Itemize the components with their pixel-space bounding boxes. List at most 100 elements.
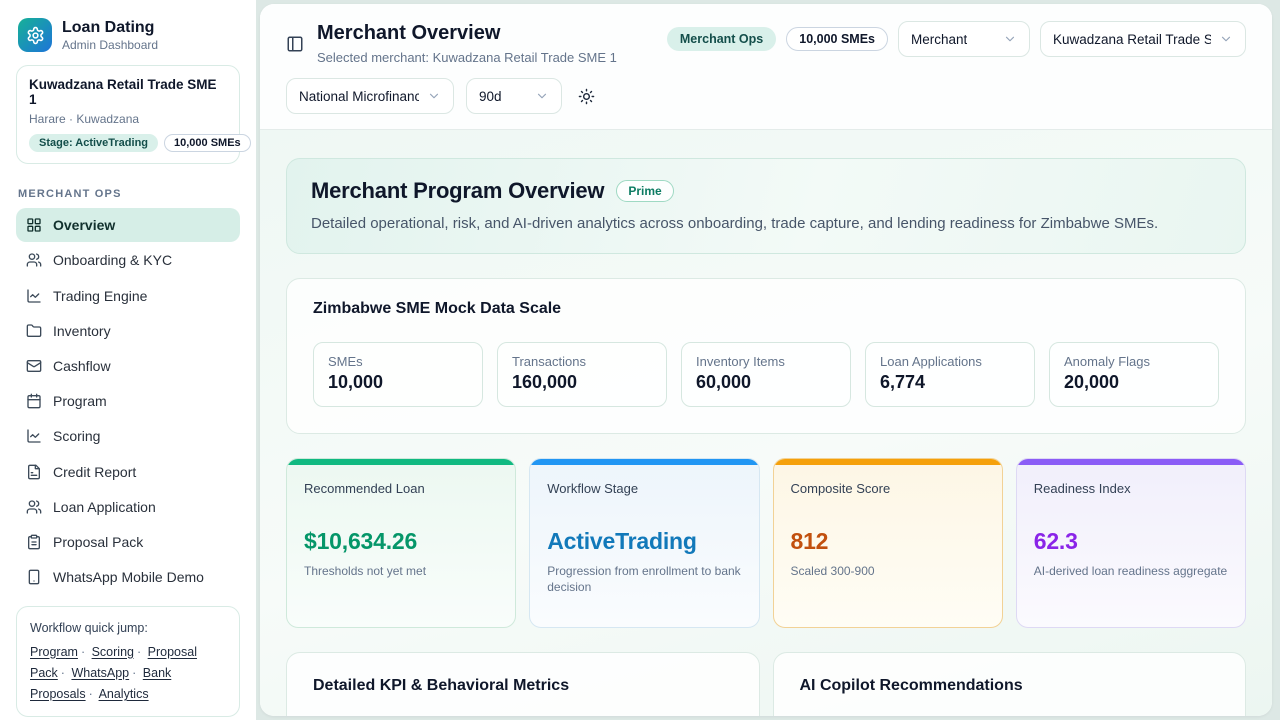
users-icon — [26, 499, 42, 515]
merchant-name: Kuwadzana Retail Trade SME 1 — [29, 77, 217, 108]
stat-anomaly-flags: Anomaly Flags 20,000 — [1049, 342, 1219, 407]
sidebar-item-label: Loan Application — [53, 498, 156, 515]
chevron-down-icon — [1219, 32, 1233, 46]
panel-left-icon[interactable] — [286, 21, 304, 65]
kpi-card-workflow-stage: Workflow Stage ActiveTrading Progression… — [529, 458, 760, 628]
page-subtitle: Selected merchant: Kuwadzana Retail Trad… — [317, 50, 617, 65]
kpi-value: 62.3 — [1033, 528, 1078, 554]
merchant-location: Harare · Kuwadzana — [29, 112, 140, 127]
separator: · — [60, 665, 65, 680]
stat-transactions: Transactions 160,000 — [497, 342, 667, 407]
sidebar-item-program[interactable]: Program — [16, 384, 240, 418]
brand-subtitle: Admin Dashboard — [62, 38, 159, 53]
bank-select-value: National Microfinance — [299, 88, 419, 104]
quick-jump-label: Workflow quick jump: — [30, 621, 148, 636]
chart-line-icon — [26, 428, 42, 444]
kpi-row: Recommended Loan $10,634.26 Thresholds n… — [286, 458, 1246, 628]
sidebar-item-label: Onboarding & KYC — [53, 252, 173, 269]
kpi-value: ActiveTrading — [547, 528, 697, 554]
chevron-down-icon — [427, 89, 441, 103]
sidebar-item-label: Credit Report — [53, 463, 137, 480]
stat-label: Loan Applications — [880, 354, 982, 369]
sidebar-item-label: Program — [53, 393, 107, 410]
folder-icon — [26, 323, 42, 339]
separator: · — [136, 644, 142, 659]
stat-label: Transactions — [512, 354, 586, 369]
kpi-card-composite-score: Composite Score 812 Scaled 300-900 — [772, 458, 1003, 628]
stat-smes: SMEs 10,000 — [313, 342, 483, 407]
kpi-accent-bar — [287, 459, 516, 465]
sidebar: Loan Dating Admin Dashboard Kuwadzana Re… — [0, 0, 256, 720]
kpi-accent-bar — [530, 459, 759, 465]
ai-copilot-card: AI Copilot Recommendations — [772, 652, 1246, 716]
sidebar-item-whatsapp-mobile-demo[interactable]: WhatsApp Mobile Demo — [16, 560, 240, 594]
sidebar-item-trading-engine[interactable]: Trading Engine — [16, 279, 240, 313]
sidebar-item-label: Proposal Pack — [53, 533, 144, 550]
kpi-label: Recommended Loan — [304, 481, 425, 496]
kpi-card-recommended-loan: Recommended Loan $10,634.26 Thresholds n… — [286, 458, 517, 628]
quick-link-program[interactable]: Program — [30, 644, 78, 659]
calendar-icon — [26, 393, 42, 409]
hero-description: Detailed operational, risk, and AI-drive… — [311, 215, 1159, 232]
sidebar-item-credit-report[interactable]: Credit Report — [16, 455, 240, 489]
stat-value: 6,774 — [880, 372, 926, 392]
content-area: Merchant Program Overview Prime Detailed… — [260, 130, 1272, 716]
kpi-value: 812 — [790, 528, 829, 554]
kpi-metrics-title: Detailed KPI & Behavioral Metrics — [313, 677, 570, 694]
sidebar-item-onboarding-kyc[interactable]: Onboarding & KYC — [16, 243, 240, 277]
bank-select[interactable]: National Microfinance — [286, 78, 454, 114]
stat-value: 60,000 — [696, 372, 752, 392]
quick-link-analytics[interactable]: Analytics — [98, 687, 149, 701]
separator: · — [80, 644, 86, 659]
stat-label: Inventory Items — [696, 354, 785, 369]
stat-label: SMEs — [328, 354, 363, 369]
quick-link-bank-proposals[interactable]: Bank Proposals — [30, 665, 172, 701]
scope-select[interactable]: Merchant — [898, 21, 1030, 57]
kpi-label: Composite Score — [790, 481, 891, 496]
grid-icon — [26, 217, 42, 233]
sidebar-item-label: WhatsApp Mobile Demo — [53, 569, 204, 586]
merchant-select-value: Kuwadzana Retail Trade SME 1 — [1053, 31, 1211, 47]
quick-link-proposal-pack[interactable]: Proposal Pack — [30, 644, 197, 680]
nav-section-label: MERCHANT OPS — [18, 188, 122, 201]
sidebar-item-scoring[interactable]: Scoring — [16, 419, 240, 453]
kpi-value: $10,634.26 — [304, 528, 418, 554]
sidebar-item-proposal-pack[interactable]: Proposal Pack — [16, 525, 240, 559]
period-select[interactable]: 90d — [466, 78, 562, 114]
stat-value: 20,000 — [1064, 372, 1120, 392]
data-scale-card: Zimbabwe SME Mock Data Scale SMEs 10,000… — [286, 278, 1246, 434]
stat-inventory-items: Inventory Items 60,000 — [681, 342, 851, 407]
chevron-down-icon — [1003, 32, 1017, 46]
sme-count-badge: 10,000 SMEs — [164, 134, 251, 153]
program-overview-hero: Merchant Program Overview Prime Detailed… — [286, 158, 1246, 254]
quick-link-scoring[interactable]: Scoring — [91, 644, 134, 659]
mail-icon — [26, 358, 42, 374]
file-text-icon — [26, 464, 42, 480]
sidebar-item-label: Cashflow — [53, 357, 111, 374]
kpi-accent-bar — [773, 459, 1002, 465]
sidebar-item-cashflow[interactable]: Cashflow — [16, 349, 240, 383]
theme-toggle-button[interactable] — [574, 84, 599, 109]
clipboard-icon — [26, 534, 42, 550]
sidebar-item-label: Inventory — [53, 322, 111, 339]
sidebar-item-loan-application[interactable]: Loan Application — [16, 490, 240, 524]
stage-badge: Stage: ActiveTrading — [29, 134, 159, 153]
kpi-label: Workflow Stage — [547, 481, 639, 496]
brand-title: Loan Dating — [62, 19, 155, 36]
brand-text: Loan Dating Admin Dashboard — [62, 18, 158, 52]
prime-badge: Prime — [616, 180, 674, 202]
sidebar-item-inventory[interactable]: Inventory — [16, 314, 240, 348]
data-scale-title: Zimbabwe SME Mock Data Scale — [313, 300, 562, 317]
stat-loan-applications: Loan Applications 6,774 — [865, 342, 1035, 407]
kpi-metrics-card: Detailed KPI & Behavioral Metrics — [286, 652, 760, 716]
quick-link-whatsapp[interactable]: WhatsApp — [71, 665, 130, 680]
merchant-ops-badge: Merchant Ops — [666, 27, 777, 51]
sun-icon — [578, 88, 595, 105]
smartphone-icon — [26, 569, 42, 585]
chart-line-icon — [26, 288, 42, 304]
selected-merchant-card: Kuwadzana Retail Trade SME 1 Harare · Ku… — [16, 65, 251, 165]
merchant-select[interactable]: Kuwadzana Retail Trade SME 1 — [1040, 21, 1246, 57]
ai-copilot-title: AI Copilot Recommendations — [799, 677, 1023, 694]
sidebar-item-overview[interactable]: Overview — [16, 208, 240, 243]
scope-select-value: Merchant — [911, 31, 968, 47]
